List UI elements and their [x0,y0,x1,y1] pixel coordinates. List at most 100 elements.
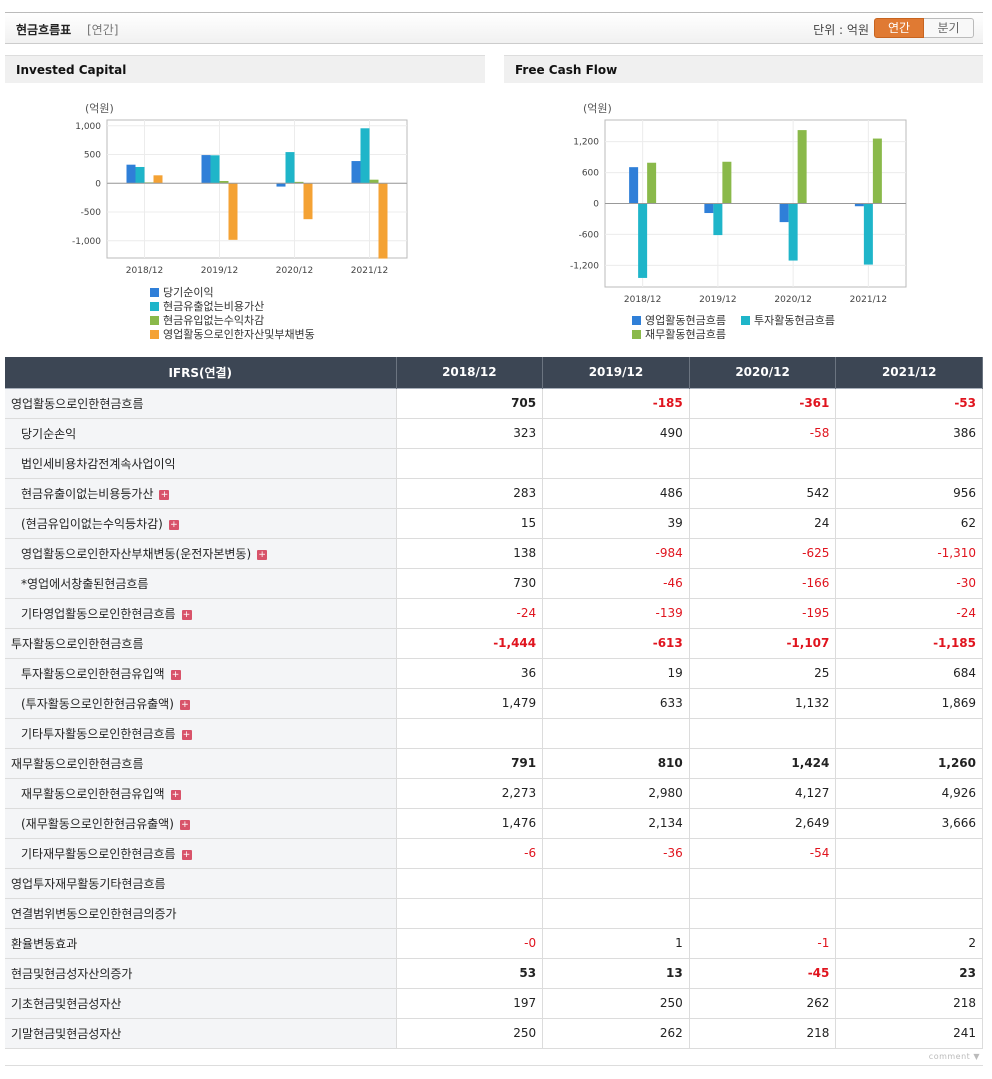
fcf-bar [872,138,882,204]
fcf-legend-label: 재무활동현금흐름 [645,327,726,341]
ic-ytick-label: 1,000 [75,122,101,132]
fcf-ytick-label: 0 [593,200,599,210]
table-cell: 810 [542,747,690,779]
row-label-text: 기타투자활동으로인한현금흐름 [21,726,176,741]
row-label-text: 현금및현금성자산의증가 [11,966,133,981]
ic-bar [135,166,145,184]
table-cell: -185 [542,387,690,419]
table-cell: 1,479 [396,688,544,719]
table-cell [396,718,544,749]
table-cell: -361 [689,387,837,419]
expand-plus-icon[interactable]: + [168,519,179,530]
table-cell: 2,273 [396,778,544,809]
table-cell: 2,649 [689,808,837,839]
ic-ytick-label: 0 [95,179,101,189]
table-row: *영업에서창출된현금흐름 730 -46 -166 -30 [5,568,983,599]
table-cell: 250 [542,988,690,1019]
annual-tab-button[interactable]: 연간 [874,18,924,38]
table-cell: 19 [542,658,690,689]
row-label: 영업활동으로인한자산부채변동(운전자본변동) + [5,538,397,569]
row-label: *영업에서창출된현금흐름 [5,568,397,599]
row-label-text: 법인세비용차감전계속사업이익 [21,456,176,471]
fcf-legend-swatch [632,330,641,339]
table-cell: 250 [396,1018,544,1049]
expand-plus-icon[interactable]: + [179,699,190,710]
expand-plus-icon[interactable]: + [159,489,170,500]
table-cell: 25 [689,658,837,689]
invested-capital-header: Invested Capital [5,55,485,83]
quarter-tab-button[interactable]: 분기 [924,18,974,38]
table-cell [689,868,837,899]
table-cell [689,898,837,929]
row-label-text: *영업에서창출된현금흐름 [21,576,149,591]
ic-legend-label: 현금유입없는수익차감 [163,314,264,327]
ic-bar [219,181,229,184]
ic-xtick-label: 2021/12 [351,266,388,276]
comment-toggle[interactable]: comment ▼ [928,1052,980,1061]
expand-plus-icon[interactable]: + [179,819,190,830]
table-cell: 323 [396,418,544,449]
expand-plus-icon[interactable]: + [181,729,192,740]
table-row: 기초현금및현금성자산 197 250 262 218 [5,988,983,1019]
column-header: 2021/12 [835,357,983,388]
fcf-bar [629,167,639,204]
ic-bar [303,183,313,220]
row-label-text: 투자활동으로인한현금흐름 [11,636,144,651]
table-cell: 684 [835,658,983,689]
ic-bar [378,183,388,259]
fcf-xtick-label: 2020/12 [774,295,811,305]
table-cell: -0 [396,928,544,959]
row-label: 기타투자활동으로인한현금흐름 + [5,718,397,749]
table-cell [542,898,690,929]
table-cell: -24 [396,598,544,629]
table-row: 당기순손익 323 490 -58 386 [5,418,983,449]
column-header: 2019/12 [542,357,690,388]
table-row: 영업활동으로인한현금흐름 705 -185 -361 -53 [5,387,983,419]
row-label: (재무활동으로인한현금유출액) + [5,808,397,839]
row-label-text: 영업활동으로인한현금흐름 [11,396,144,411]
table-cell [835,448,983,479]
table-cell: -46 [542,568,690,599]
ic-bar [276,183,286,187]
table-cell: 2,980 [542,778,690,809]
row-label: 기타재무활동으로인한현금흐름 + [5,838,397,869]
fcf-ytick-label: -600 [579,230,600,240]
row-label-text: 연결범위변동으로인한현금의증가 [11,906,177,921]
fcf-bar [704,203,714,214]
table-row: 현금및현금성자산의증가 53 13 -45 23 [5,957,983,989]
fcf-bar [779,203,789,223]
cashflow-header-bar: 현금흐름표 [연간] 단위 : 억원 연간 분기 [5,12,983,44]
expand-plus-icon[interactable]: + [257,549,268,560]
table-row: 재무활동으로인한현금흐름 791 810 1,424 1,260 [5,747,983,779]
table-cell: 1,260 [835,747,983,779]
table-cell: 3,666 [835,808,983,839]
expand-plus-icon[interactable]: + [170,789,181,800]
table-cell [396,448,544,479]
table-row: 기타투자활동으로인한현금흐름 + [5,718,983,749]
expand-plus-icon[interactable]: + [170,669,181,680]
table-cell: 241 [835,1018,983,1049]
expand-plus-icon[interactable]: + [181,849,192,860]
expand-plus-icon[interactable]: + [181,609,192,620]
table-cell: 705 [396,387,544,419]
table-cell: 791 [396,747,544,779]
table-cell: -36 [542,838,690,869]
period-subtitle: [연간] [87,23,119,37]
fcf-legend-label: 투자활동현금흐름 [754,313,835,327]
table-cell: -613 [542,627,690,659]
fcf-legend-label: 영업활동현금흐름 [645,313,726,327]
row-label-text: (재무활동으로인한현금유출액) [21,816,174,831]
ic-ytick-label: -1,000 [72,237,101,247]
ic-bar [294,181,304,184]
fcf-bar [788,203,798,261]
table-row: 기말현금및현금성자산 250 262 218 241 [5,1018,983,1049]
column-header: 2020/12 [689,357,837,388]
table-cell: 39 [542,508,690,539]
table-row: 재무활동으로인한현금유입액 +2,273 2,980 4,127 4,926 [5,778,983,809]
table-cell: 15 [396,508,544,539]
fcf-bar [854,203,864,207]
table-cell: 218 [689,1018,837,1049]
table-cell: 23 [835,957,983,989]
table-row: (재무활동으로인한현금유출액) +1,476 2,134 2,649 3,666 [5,808,983,839]
fcf-legend-swatch [741,316,750,325]
